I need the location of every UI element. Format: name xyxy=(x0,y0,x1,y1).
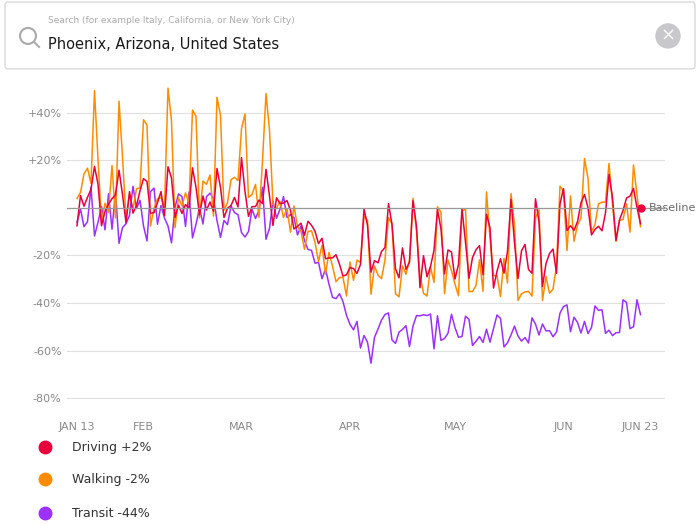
Circle shape xyxy=(656,24,680,48)
Text: Phoenix, Arizona, United States: Phoenix, Arizona, United States xyxy=(48,37,279,52)
Text: ×: × xyxy=(660,27,675,45)
Text: Walking -2%: Walking -2% xyxy=(71,472,150,486)
Text: Search (for example Italy, California, or New York City): Search (for example Italy, California, o… xyxy=(48,16,295,25)
FancyBboxPatch shape xyxy=(5,2,695,69)
Text: Transit -44%: Transit -44% xyxy=(71,507,149,520)
Text: Driving +2%: Driving +2% xyxy=(71,440,151,454)
Text: Baseline: Baseline xyxy=(650,203,696,213)
